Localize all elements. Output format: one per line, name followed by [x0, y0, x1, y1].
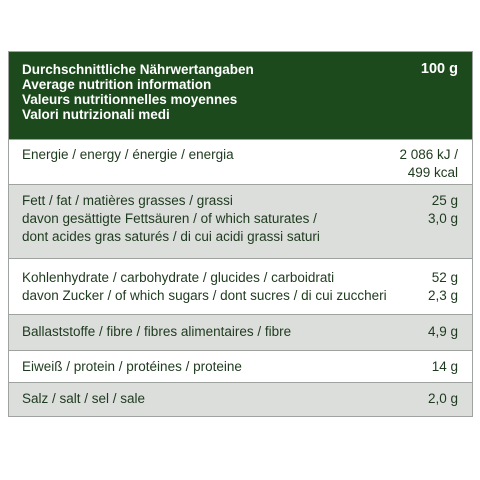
nutrient-name: Ballaststoffe / fibre / fibres alimentai…: [22, 324, 292, 339]
row-protein: Eiweiß / protein / protéines / proteine …: [9, 351, 472, 383]
nutrient-value: 2,3 g: [427, 288, 458, 303]
nutrient-value: 3,0 g: [427, 211, 458, 226]
nutrition-table: Durchschnittliche Nährwertangaben Averag…: [8, 51, 473, 417]
header-line-it: Valori nutrizionali medi: [22, 107, 170, 122]
row-value: 4,9 g: [428, 323, 462, 350]
nutrient-sub-name: davon gesättigte Fettsäuren / of which s…: [22, 211, 317, 226]
nutrient-value: 14 g: [431, 359, 458, 374]
nutrient-sub-name: davon Zucker / of which sugars / dont su…: [22, 288, 387, 303]
row-energy: Energie / energy / énergie / energia 2 0…: [9, 140, 472, 185]
nutrient-value: 52 g: [431, 270, 458, 285]
row-value: 25 g 3,0 g: [428, 192, 462, 258]
row-value: 14 g: [432, 358, 462, 382]
header-amount: 100 g: [420, 61, 458, 77]
nutrient-value: 499 kcal: [407, 165, 458, 180]
row-carbohydrate: Kohlenhydrate / carbohydrate / glucides …: [9, 259, 472, 315]
header-title: Durchschnittliche Nährwertangaben Averag…: [22, 62, 254, 139]
row-value: 2,0 g: [428, 390, 462, 416]
row-fat: Fett / fat / matières grasses / grassi d…: [9, 185, 472, 259]
nutrient-value: 4,9 g: [427, 324, 458, 339]
row-label: Ballaststoffe / fibre / fibres alimentai…: [22, 323, 291, 350]
row-label: Fett / fat / matières grasses / grassi d…: [22, 192, 320, 258]
nutrient-value: 2,0 g: [427, 391, 458, 406]
nutrient-name: Kohlenhydrate / carbohydrate / glucides …: [22, 270, 335, 285]
nutrient-value: 25 g: [431, 193, 458, 208]
row-label: Kohlenhydrate / carbohydrate / glucides …: [22, 269, 387, 314]
header-line-de: Durchschnittliche Nährwertangaben: [22, 62, 254, 77]
row-value: 2 086 kJ / 499 kcal: [399, 146, 462, 184]
row-label: Energie / energy / énergie / energia: [22, 146, 234, 184]
header-line-en: Average nutrition information: [22, 77, 212, 92]
nutrient-name: Energie / energy / énergie / energia: [22, 147, 234, 162]
nutrient-name: Salz / salt / sel / sale: [22, 391, 146, 406]
header-line-fr: Valeurs nutritionnelles moyennes: [22, 92, 238, 107]
nutrient-name: Fett / fat / matières grasses / grassi: [22, 193, 233, 208]
row-label: Eiweiß / protein / protéines / proteine: [22, 358, 242, 382]
nutrient-value: 2 086 kJ /: [399, 147, 458, 162]
nutrient-name: Eiweiß / protein / protéines / proteine: [22, 359, 242, 374]
row-salt: Salz / salt / sel / sale 2,0 g: [9, 383, 472, 416]
row-fibre: Ballaststoffe / fibre / fibres alimentai…: [9, 315, 472, 351]
nutrient-sub-name: dont acides gras saturés / di cui acidi …: [22, 229, 320, 244]
table-header: Durchschnittliche Nährwertangaben Averag…: [9, 52, 472, 140]
row-label: Salz / salt / sel / sale: [22, 390, 145, 416]
row-value: 52 g 2,3 g: [428, 269, 462, 314]
